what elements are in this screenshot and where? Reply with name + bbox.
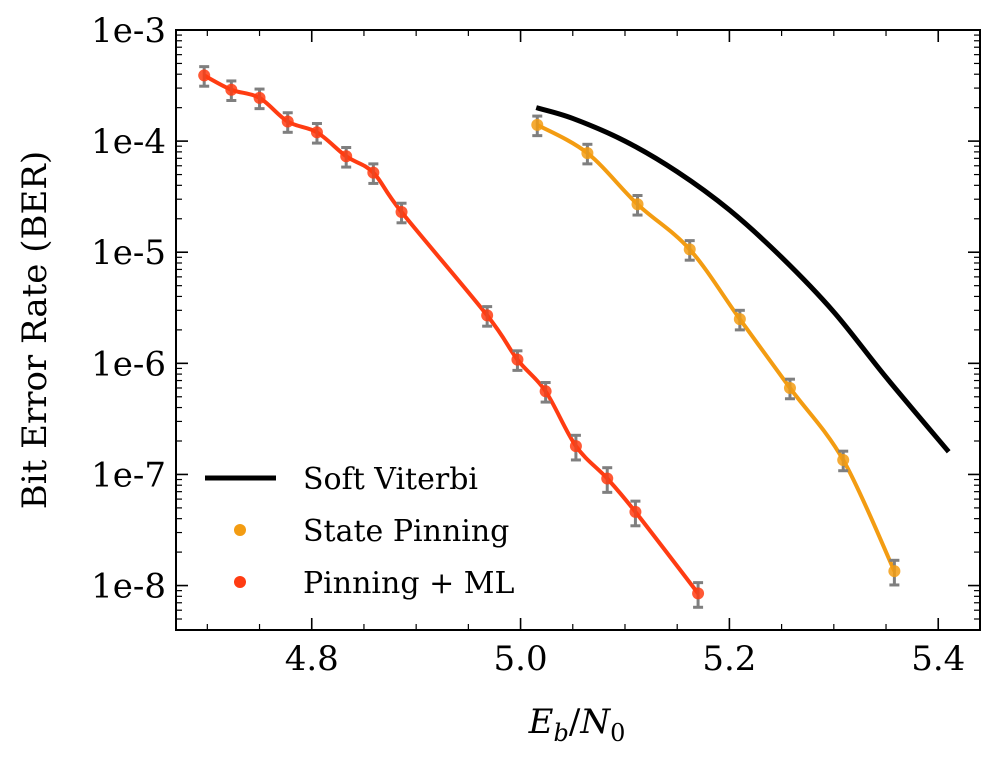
data-point-state-pinning <box>888 565 901 578</box>
data-point-pinning-ml <box>629 505 642 518</box>
legend: Soft Viterbi State Pinning Pinning + ML <box>205 462 514 601</box>
x-tick-label: 5.2 <box>702 639 756 679</box>
data-point-pinning-ml <box>367 166 380 179</box>
y-tick-label: 1e-5 <box>91 233 166 273</box>
legend-marker-state-pinning <box>234 524 246 536</box>
data-point-state-pinning <box>733 313 746 326</box>
x-axis-title: Eb/N0 <box>528 702 626 747</box>
data-points <box>198 69 901 600</box>
x-axis-title-E: E <box>528 702 554 742</box>
y-tick-label: 1e-6 <box>91 344 166 384</box>
legend-label-state-pinning: State Pinning <box>303 514 509 549</box>
data-point-state-pinning <box>581 147 594 160</box>
data-point-pinning-ml <box>692 587 705 600</box>
y-tick-label: 1e-3 <box>91 11 166 51</box>
data-point-pinning-ml <box>310 126 323 139</box>
data-point-state-pinning <box>631 198 644 211</box>
series-fit-state-pinning <box>536 123 897 572</box>
data-point-pinning-ml <box>253 91 266 104</box>
legend-marker-pinning-ml <box>234 576 246 588</box>
y-tick-label: 1e-8 <box>91 567 166 607</box>
legend-label-soft-viterbi: Soft Viterbi <box>303 462 478 497</box>
data-point-pinning-ml <box>395 206 408 219</box>
legend-label-pinning-ml: Pinning + ML <box>303 566 514 601</box>
data-point-pinning-ml <box>569 440 582 453</box>
x-axis-title-sub-0: 0 <box>610 719 625 747</box>
data-point-pinning-ml <box>225 83 238 96</box>
x-axis-title-sub-b: b <box>553 719 568 747</box>
data-point-state-pinning <box>683 243 696 256</box>
data-point-pinning-ml <box>511 353 524 366</box>
y-axis-title: Bit Error Rate (BER) <box>15 151 55 509</box>
data-point-pinning-ml <box>539 385 552 398</box>
x-tick-label: 5.4 <box>911 639 965 679</box>
x-axis-title-slash: / <box>569 702 581 742</box>
data-point-pinning-ml <box>281 115 294 128</box>
y-tick-label: 1e-7 <box>91 455 166 495</box>
series-line-soft-viterbi <box>535 105 951 454</box>
data-point-state-pinning <box>531 118 544 131</box>
x-tick-label: 5.0 <box>494 639 548 679</box>
data-point-state-pinning <box>783 381 796 394</box>
axes: 4.8 5.0 5.2 5.4 1e-8 1e-7 1e-6 1e-5 1e-4 1e-3 <box>91 11 981 679</box>
data-point-pinning-ml <box>198 69 211 82</box>
y-tick-label: 1e-4 <box>91 122 166 162</box>
x-axis-title-N: N <box>579 702 611 742</box>
data-point-state-pinning <box>837 453 850 466</box>
x-tick-label: 4.8 <box>285 639 339 679</box>
data-point-pinning-ml <box>481 309 494 322</box>
data-point-pinning-ml <box>340 150 353 163</box>
data-point-pinning-ml <box>601 472 614 485</box>
